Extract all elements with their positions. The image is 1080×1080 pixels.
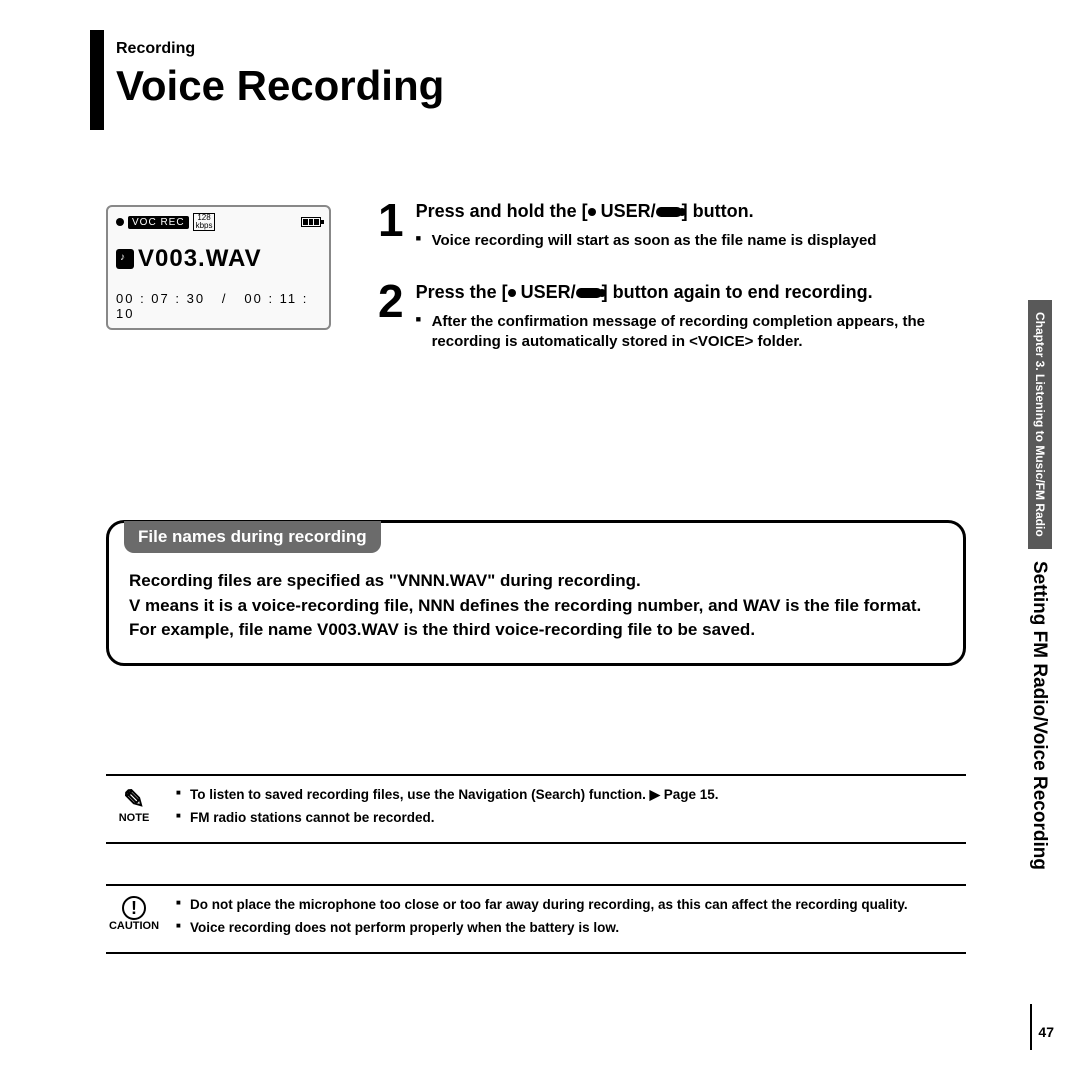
note-label: NOTE bbox=[119, 812, 150, 824]
bitrate-unit: kbps bbox=[196, 222, 213, 230]
user-button-icon bbox=[576, 288, 602, 298]
caution-label: CAUTION bbox=[109, 920, 159, 932]
page-number-rule bbox=[1030, 1004, 1032, 1050]
step: 1 Press and hold the [ USER/ ] button. Vo… bbox=[378, 200, 968, 251]
info-line: For example, file name V003.WAV is the t… bbox=[129, 618, 943, 643]
step-text-post: ] button again to end recording. bbox=[602, 282, 873, 302]
info-box-tab: File names during recording bbox=[124, 521, 381, 553]
info-box-body: Recording files are specified as "VNNN.W… bbox=[129, 569, 943, 643]
step-text-pre: Press the [ bbox=[416, 282, 508, 302]
caution-item: Voice recording does not perform properl… bbox=[176, 919, 966, 938]
caution-callout: ! CAUTION Do not place the microphone to… bbox=[106, 880, 966, 958]
caution-item: Do not place the microphone too close or… bbox=[176, 896, 966, 915]
device-screen: VOC REC 128 kbps V003.WAV 00 : 07 : 30 /… bbox=[106, 205, 331, 330]
time-separator: / bbox=[222, 291, 228, 306]
file-naming-info-box: File names during recording Recording fi… bbox=[106, 520, 966, 666]
note-icon: ✎ NOTE bbox=[106, 786, 162, 832]
page-title: Voice Recording bbox=[116, 62, 444, 110]
battery-icon bbox=[301, 217, 321, 227]
section-label: Recording bbox=[116, 40, 195, 58]
note-item: FM radio stations cannot be recorded. bbox=[176, 809, 966, 828]
info-line: V means it is a voice-recording file, NN… bbox=[129, 594, 943, 619]
step-text-post: ] button. bbox=[682, 201, 754, 221]
step-instruction: Press and hold the [ USER/ ] button. bbox=[416, 200, 968, 223]
exclamation-icon: ! bbox=[122, 896, 146, 920]
step-text-pre: Press and hold the [ bbox=[416, 201, 588, 221]
lcd-time-row: 00 : 07 : 30 / 00 : 11 : 10 bbox=[116, 291, 321, 321]
step: 2 Press the [ USER/ ] button again to end… bbox=[378, 281, 968, 351]
divider bbox=[106, 774, 966, 776]
time-elapsed: 00 : 07 : 30 bbox=[116, 291, 205, 306]
pencil-icon: ✎ bbox=[106, 786, 162, 812]
record-dot-icon bbox=[508, 289, 516, 297]
record-indicator-icon bbox=[116, 218, 124, 226]
chapter-label: Chapter 3. Listening to Music/FM Radio bbox=[1028, 300, 1052, 549]
caution-icon: ! CAUTION bbox=[106, 896, 162, 942]
step-number: 2 bbox=[378, 281, 404, 351]
lcd-filename: V003.WAV bbox=[138, 245, 262, 273]
bitrate-badge: 128 kbps bbox=[193, 213, 216, 231]
lcd-status-row: VOC REC 128 kbps bbox=[116, 213, 321, 231]
step-text-mid: USER/ bbox=[516, 282, 576, 302]
page-number: 47 bbox=[1038, 1024, 1054, 1040]
title-accent-bar bbox=[90, 30, 104, 130]
record-dot-icon bbox=[588, 208, 596, 216]
side-chapter-tab: Chapter 3. Listening to Music/FM Radio S… bbox=[1028, 300, 1058, 1000]
lcd-filename-row: V003.WAV bbox=[116, 245, 321, 273]
divider bbox=[106, 884, 966, 886]
step-subnote: Voice recording will start as soon as th… bbox=[432, 231, 968, 251]
divider bbox=[106, 952, 966, 954]
mode-badge: VOC REC bbox=[128, 216, 189, 229]
step-instruction: Press the [ USER/ ] button again to end r… bbox=[416, 281, 968, 304]
step-text-mid: USER/ bbox=[596, 201, 656, 221]
step-number: 1 bbox=[378, 200, 404, 251]
voice-file-icon bbox=[116, 249, 134, 269]
note-item: To listen to saved recording files, use … bbox=[176, 786, 966, 805]
info-line: Recording files are specified as "VNNN.W… bbox=[129, 569, 943, 594]
steps-list: 1 Press and hold the [ USER/ ] button. Vo… bbox=[378, 200, 968, 381]
topic-label: Setting FM Radio/Voice Recording bbox=[1028, 549, 1050, 870]
note-callout: ✎ NOTE To listen to saved recording file… bbox=[106, 770, 966, 848]
divider bbox=[106, 842, 966, 844]
step-subnote: After the confirmation message of record… bbox=[432, 312, 968, 351]
user-button-icon bbox=[656, 207, 682, 217]
caution-items: Do not place the microphone too close or… bbox=[176, 896, 966, 942]
note-items: To listen to saved recording files, use … bbox=[176, 786, 966, 832]
